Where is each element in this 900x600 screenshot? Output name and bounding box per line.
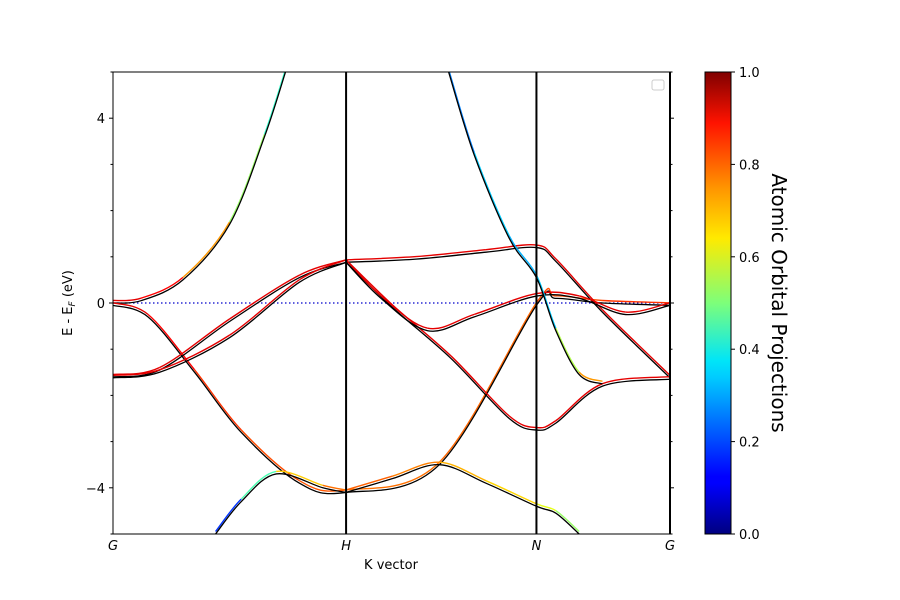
colorbar-tick-label: 1.0: [739, 66, 760, 81]
band-6-projection-segment: [427, 313, 475, 330]
band-8: [215, 470, 347, 534]
band-2-projection-segment: [229, 274, 300, 320]
band-4-projection-segment: [536, 244, 557, 260]
band-1: [113, 287, 670, 495]
x-tick-label-H: H: [341, 539, 351, 554]
band-6-projection-segment: [536, 291, 580, 297]
band-7-projection-segment: [578, 371, 603, 383]
y-tick-label: −4: [86, 482, 105, 497]
band-3-projection-segment: [229, 279, 300, 336]
band-8-projection-segment: [322, 484, 347, 491]
band-6-projection-segment: [380, 295, 428, 329]
x-axis-label: K vector: [364, 558, 419, 573]
band-2-projection-segment: [159, 318, 230, 369]
band-5: [345, 259, 670, 431]
band-1-projection-segment: [438, 302, 538, 463]
x-tick-label-G: G: [108, 539, 118, 554]
band-9-projection-segment: [439, 461, 487, 482]
colorbar: 0.0 0.2 0.4 0.6 0.8 1.0 Atomic Orbital Projec…: [704, 66, 791, 543]
band-7-projection-segment: [473, 152, 510, 237]
band-8-projection-segment: [276, 470, 323, 486]
band-0-projection-segment: [263, 72, 286, 135]
band-5-line: [345, 261, 670, 431]
band-8-projection-segment: [215, 498, 242, 532]
band-1-line: [113, 290, 670, 495]
colorbar-tick-label: 0.6: [739, 251, 760, 266]
band-4-projection-segment: [346, 255, 417, 261]
band-4-projection-segment: [415, 248, 487, 258]
band-8-projection-segment: [240, 470, 277, 500]
band-7-projection-segment: [508, 235, 538, 276]
band-7-projection-segment: [535, 274, 557, 329]
band-3-projection-segment: [113, 369, 160, 377]
band-0-projection-segment: [140, 276, 184, 299]
band-3: [113, 259, 347, 379]
colorbar-tick-label: 0.8: [739, 158, 760, 173]
band-1-projection-segment: [113, 302, 149, 315]
y-tick-label: 0: [97, 297, 105, 312]
band-0-projection-segment: [228, 133, 266, 223]
band-5-projection-segment: [602, 376, 670, 385]
band-7-projection-segment: [555, 327, 580, 373]
band-1-projection-segment: [299, 480, 347, 492]
band-1-projection-segment: [147, 313, 196, 371]
colorbar-ticks: 0.0 0.2 0.4 0.6 0.8 1.0: [731, 66, 760, 543]
legend-box: [651, 79, 665, 91]
x-tick-label-G: G: [665, 539, 675, 554]
band-6-projection-segment: [474, 292, 537, 316]
x-tick-label-N: N: [532, 539, 542, 554]
band-6-projection-segment: [625, 302, 670, 313]
band-1-projection-segment: [535, 287, 556, 304]
colorbar-label: Atomic Orbital Projections: [767, 173, 791, 432]
band-1-projection-segment: [240, 429, 300, 482]
band-9-projection-segment: [485, 480, 537, 505]
band-6-line: [345, 261, 670, 332]
band-0-projection-segment: [113, 297, 142, 302]
band-3-projection-segment: [159, 334, 230, 371]
band-4-projection-segment: [601, 309, 670, 376]
band-5-projection-segment: [508, 415, 537, 429]
band-5-projection-segment: [555, 383, 603, 422]
band-6-projection-segment: [579, 295, 626, 313]
band-7-line: [448, 72, 603, 385]
band-6: [345, 259, 670, 332]
plot-frame: −4 0 4 G H N G: [86, 71, 675, 554]
band-9-projection-segment: [392, 461, 440, 477]
band-3-projection-segment: [299, 259, 347, 281]
colorbar-tick-label: 0.2: [739, 436, 760, 451]
band-1-projection-segment: [345, 461, 440, 491]
band-2: [113, 259, 347, 378]
band-6-projection-segment: [345, 259, 382, 297]
bands-layer: [113, 72, 670, 534]
band-5-projection-segment: [536, 420, 557, 429]
band-0: [113, 72, 287, 304]
band-7: [448, 72, 603, 385]
band-1-projection-segment: [194, 369, 242, 431]
band-9-projection-segment: [555, 510, 580, 533]
band-9-projection-segment: [536, 503, 557, 512]
band-9-projection-segment: [345, 475, 393, 491]
colorbar-tick-label: 0.4: [739, 343, 760, 358]
band-3-line: [113, 261, 347, 379]
y-tick-label: 4: [97, 112, 105, 127]
band-7-projection-segment: [448, 72, 475, 153]
colorbar-tick-label: 0.0: [739, 528, 760, 543]
band-1-projection-segment: [602, 299, 670, 304]
band-9-line: [345, 464, 580, 534]
band-0-line: [113, 72, 287, 304]
y-axis-label: E - EF (eV): [61, 270, 78, 336]
colorbar-gradient: [704, 71, 732, 535]
band-0-projection-segment: [182, 221, 231, 278]
band-8-line: [215, 473, 347, 534]
band-9: [345, 461, 580, 534]
band-4-line: [346, 246, 670, 379]
band-5-projection-segment: [450, 355, 510, 417]
